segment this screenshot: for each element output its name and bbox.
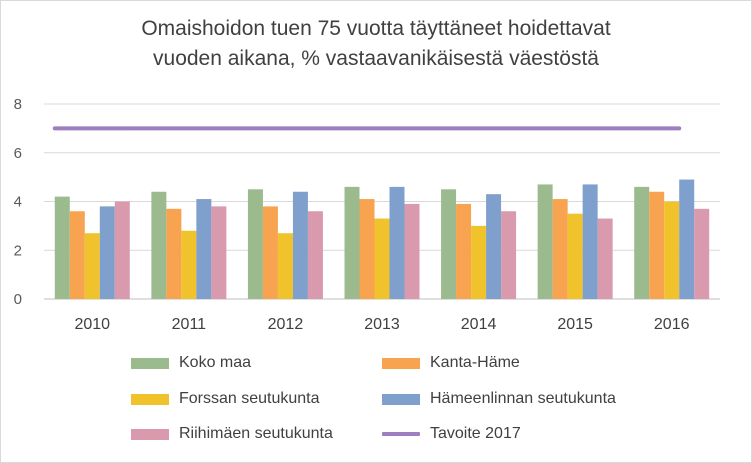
bar-forssan-seutukunta-2016 bbox=[664, 201, 680, 299]
bar-riihim-en-seutukunta-2012 bbox=[307, 211, 323, 299]
x-tick-label: 2013 bbox=[364, 316, 400, 333]
bar-kanta-h-me-2011 bbox=[166, 208, 182, 299]
bar-kanta-h-me-2015 bbox=[552, 199, 568, 299]
x-tick-label: 2010 bbox=[74, 316, 110, 333]
bar-h-meenlinnan-seutukunta-2010 bbox=[99, 206, 115, 299]
y-tick-label: 8 bbox=[14, 96, 22, 113]
chart-title-line-1: Omaishoidon tuen 75 vuotta täyttäneet ho… bbox=[141, 17, 611, 40]
y-tick-label: 6 bbox=[14, 145, 22, 162]
bar-riihim-en-seutukunta-2016 bbox=[694, 208, 710, 299]
x-tick-label: 2016 bbox=[654, 316, 690, 333]
bar-riihim-en-seutukunta-2013 bbox=[404, 203, 420, 299]
y-tick-label: 2 bbox=[14, 242, 22, 259]
bar-riihim-en-seutukunta-2015 bbox=[597, 218, 613, 299]
x-tick-label: 2015 bbox=[557, 316, 593, 333]
bar-kanta-h-me-2012 bbox=[262, 206, 278, 299]
bar-riihim-en-seutukunta-2014 bbox=[501, 211, 517, 299]
bar-h-meenlinnan-seutukunta-2015 bbox=[582, 184, 598, 299]
bar-h-meenlinnan-seutukunta-2016 bbox=[679, 179, 695, 299]
bar-h-meenlinnan-seutukunta-2012 bbox=[292, 191, 308, 299]
bar-forssan-seutukunta-2014 bbox=[471, 225, 487, 299]
bar-h-meenlinnan-seutukunta-2014 bbox=[486, 194, 502, 299]
x-tick-label: 2014 bbox=[461, 316, 497, 333]
bar-forssan-seutukunta-2010 bbox=[84, 233, 100, 299]
bar-koko-maa-2016 bbox=[634, 186, 650, 299]
x-tick-label: 2011 bbox=[172, 316, 207, 333]
bar-kanta-h-me-2014 bbox=[456, 203, 472, 299]
bar-forssan-seutukunta-2015 bbox=[567, 213, 583, 299]
bar-koko-maa-2010 bbox=[54, 196, 70, 299]
bar-riihim-en-seutukunta-2011 bbox=[211, 206, 227, 299]
bar-riihim-en-seutukunta-2010 bbox=[114, 201, 130, 299]
x-tick-label: 2012 bbox=[268, 316, 304, 333]
bar-forssan-seutukunta-2011 bbox=[181, 230, 197, 299]
bar-koko-maa-2014 bbox=[441, 189, 457, 299]
bar-forssan-seutukunta-2013 bbox=[374, 218, 390, 299]
bar-kanta-h-me-2016 bbox=[649, 191, 665, 299]
bar-koko-maa-2012 bbox=[247, 189, 263, 299]
y-tick-label: 0 bbox=[14, 291, 22, 308]
bar-kanta-h-me-2013 bbox=[359, 199, 375, 299]
bar-h-meenlinnan-seutukunta-2013 bbox=[389, 186, 405, 299]
bar-koko-maa-2013 bbox=[344, 186, 360, 299]
chart-title: Omaishoidon tuen 75 vuotta täyttäneet ho… bbox=[0, 14, 752, 74]
bar-kanta-h-me-2010 bbox=[69, 211, 85, 299]
bar-koko-maa-2011 bbox=[151, 191, 167, 299]
bar-h-meenlinnan-seutukunta-2011 bbox=[196, 199, 212, 299]
bar-forssan-seutukunta-2012 bbox=[277, 233, 293, 299]
bar-koko-maa-2015 bbox=[537, 184, 553, 299]
y-tick-label: 4 bbox=[14, 194, 22, 211]
chart-title-line-2: vuoden aikana, % vastaavanikäisestä väes… bbox=[153, 47, 599, 70]
